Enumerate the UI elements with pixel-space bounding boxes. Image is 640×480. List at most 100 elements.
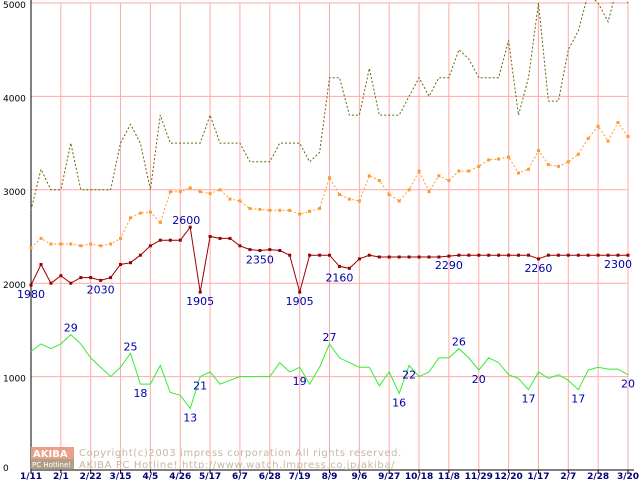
data-point-orange <box>39 236 43 240</box>
data-point-red <box>49 281 53 285</box>
data-point-red <box>417 255 421 259</box>
x-tick-label: 2/7 <box>560 472 576 480</box>
data-point-red <box>198 290 202 294</box>
watermark-footer: AKIBA PC Hotline! Copyright(c)2003 impre… <box>31 447 401 471</box>
data-point-orange <box>268 208 272 212</box>
data-point-red <box>507 253 511 257</box>
data-point-red <box>298 290 302 294</box>
data-point-orange <box>537 149 540 153</box>
data-point-orange <box>109 242 113 246</box>
data-point-red <box>537 257 540 261</box>
x-tick-label: 12/20 <box>494 472 522 480</box>
data-label: 17 <box>571 393 585 406</box>
data-point-orange <box>377 179 381 182</box>
x-tick-label: 4/26 <box>169 472 191 480</box>
data-label: 1905 <box>286 295 314 308</box>
x-tick-label: 2/22 <box>80 472 102 480</box>
x-tick-label: 1/17 <box>527 472 549 480</box>
data-point-red <box>338 264 341 268</box>
data-point-red <box>576 253 580 257</box>
data-point-red <box>447 254 451 258</box>
data-point-red <box>616 253 620 257</box>
data-point-red <box>79 276 83 280</box>
data-point-red <box>138 253 142 257</box>
data-point-red <box>59 274 63 278</box>
data-label: 2300 <box>604 258 632 271</box>
series-line-top-olive <box>30 0 629 211</box>
data-point-orange <box>158 221 162 224</box>
x-tick-label: 3/15 <box>110 472 132 480</box>
y-tick-label: 3000 <box>3 188 26 198</box>
data-point-orange <box>437 174 441 178</box>
data-point-red <box>517 253 520 257</box>
data-point-orange <box>626 135 630 139</box>
x-tick-label: 3/20 <box>617 472 639 480</box>
data-point-red <box>89 276 93 280</box>
data-point-orange <box>477 164 481 168</box>
x-tick-label: 6/7 <box>232 472 248 480</box>
logo-top-bg <box>31 447 74 459</box>
data-label: 25 <box>124 340 138 353</box>
data-point-orange <box>228 197 232 201</box>
data-point-orange <box>517 171 520 175</box>
x-tick-label: 8/9 <box>322 472 338 480</box>
data-point-orange <box>487 158 491 162</box>
data-point-red <box>487 253 491 257</box>
data-point-orange <box>566 160 570 164</box>
data-label: 20 <box>472 373 486 386</box>
data-point-red <box>39 263 43 266</box>
data-point-red <box>328 253 331 257</box>
data-point-orange <box>288 208 292 212</box>
data-point-red <box>258 249 262 252</box>
data-point-red <box>377 255 381 259</box>
x-tick-label: 2/28 <box>587 472 609 480</box>
data-point-red <box>457 253 461 257</box>
data-point-red <box>228 236 232 240</box>
data-label: 22 <box>402 368 416 381</box>
data-label: 27 <box>323 331 337 344</box>
data-point-orange <box>606 139 610 143</box>
y-tick-label: 2000 <box>3 281 26 291</box>
x-tick-label: 7/19 <box>289 472 311 480</box>
axes: 0 1000 2000 3000 4000 5000 1/11 2/1 2/22 3/15 4/5 4… <box>3 0 639 480</box>
data-point-orange <box>188 186 192 190</box>
data-point-red <box>467 253 471 257</box>
data-label: 2600 <box>172 214 200 227</box>
data-point-orange <box>347 197 351 201</box>
data-point-red <box>546 253 550 257</box>
logo-bottom-bg <box>31 459 74 469</box>
data-point-orange <box>99 244 103 248</box>
x-tick-label: 2/1 <box>53 472 69 480</box>
data-label: 2290 <box>435 259 463 272</box>
data-point-orange <box>258 207 262 211</box>
data-point-red <box>556 253 560 257</box>
data-point-red <box>158 238 162 242</box>
data-point-red <box>397 255 401 259</box>
data-point-orange <box>576 152 580 156</box>
data-point-red <box>427 255 431 259</box>
data-label: 1905 <box>186 295 214 308</box>
data-point-red <box>218 236 222 240</box>
data-point-orange <box>338 193 341 196</box>
data-label: 16 <box>392 396 406 409</box>
data-label: 2160 <box>325 271 353 284</box>
data-point-orange <box>198 190 202 194</box>
data-point-orange <box>616 121 620 125</box>
data-point-orange <box>298 212 302 216</box>
data-point-red <box>268 248 272 252</box>
data-point-orange <box>79 244 83 248</box>
series-line-green <box>30 333 629 410</box>
data-label: 17 <box>522 393 536 406</box>
data-point-orange <box>208 192 212 195</box>
data-point-red <box>626 253 630 257</box>
y-tick-label: 4000 <box>3 94 26 104</box>
x-tick-label: 5/17 <box>199 472 221 480</box>
data-point-orange <box>357 199 361 203</box>
data-point-red <box>29 283 33 287</box>
data-label: 2030 <box>87 283 115 296</box>
x-tick-label: 6/28 <box>259 472 281 480</box>
akiba-logo: AKIBA PC Hotline! <box>31 447 74 469</box>
data-point-red <box>318 253 322 257</box>
data-point-red <box>566 253 570 257</box>
